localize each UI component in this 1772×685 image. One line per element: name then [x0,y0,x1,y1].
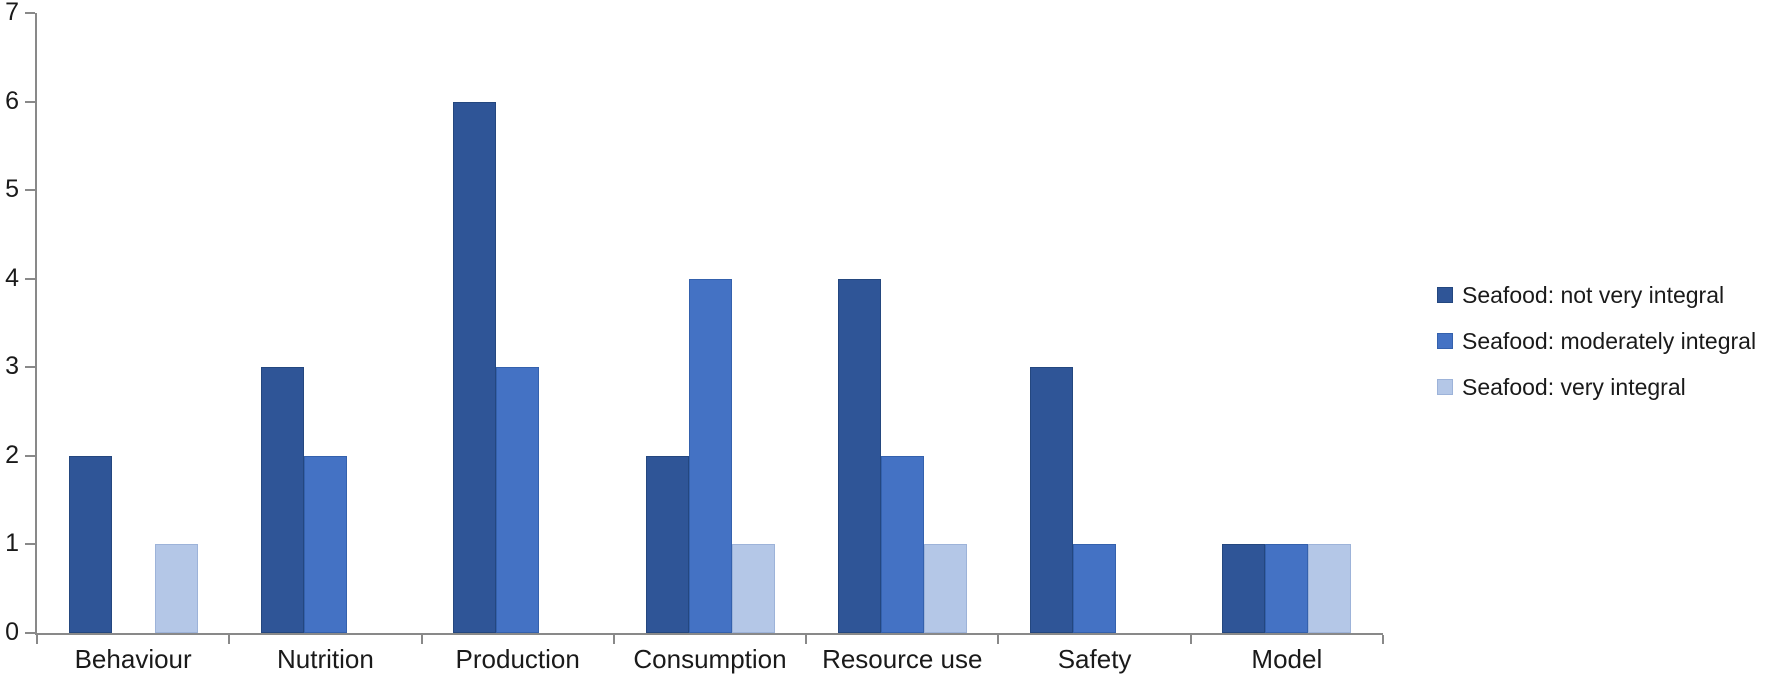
x-category-label: Model [1251,644,1323,674]
bar-production-s1 [453,101,497,633]
x-category-label: Resource use [822,644,983,674]
bar-safety-s2 [1073,544,1117,633]
bar-consumption-s3 [731,544,775,633]
bar-model-s3 [1308,544,1352,633]
y-tick-mark [25,543,35,546]
y-tick-label: 2 [5,440,19,469]
x-tick-mark [420,635,423,644]
bar-nutrition-s1 [260,367,304,633]
x-tick-mark [805,635,808,644]
x-axis-line [35,633,1383,635]
bar-resource-use-s3 [923,544,967,633]
y-tick-label: 7 [5,0,19,26]
y-tick-mark [25,277,35,280]
x-category-label: Consumption [633,644,787,674]
x-category-label: Safety [1057,644,1132,674]
y-tick-label: 4 [5,263,19,292]
legend-item-3: Seafood: very integral [1437,372,1756,402]
y-tick-label: 5 [5,175,19,204]
x-tick-mark [612,635,615,644]
legend-label: Seafood: not very integral [1462,282,1725,308]
bar-consumption-s2 [688,278,732,633]
legend-swatch-icon [1437,287,1453,303]
bar-production-s2 [496,367,540,633]
y-tick-mark [25,12,35,14]
y-tick-mark [25,454,35,457]
x-category-label: Nutrition [277,644,374,674]
y-tick-label: 3 [5,352,19,381]
bar-model-s2 [1265,544,1309,633]
x-category-label: Behaviour [74,644,192,674]
bar-resource-use-s1 [837,278,881,633]
legend-swatch-icon [1437,379,1453,395]
legend-item-1: Seafood: not very integral [1437,280,1756,310]
y-tick-label: 0 [5,618,19,646]
x-category-label: Production [455,644,580,674]
bar-resource-use-s2 [880,455,924,633]
legend-swatch-icon [1437,333,1453,349]
y-tick-mark [25,189,35,192]
x-tick-mark [228,635,231,644]
y-axis-line [35,13,37,635]
y-tick-mark [25,632,35,634]
bar-behaviour-s3 [154,544,198,633]
bar-model-s1 [1222,544,1266,633]
legend-label: Seafood: very integral [1462,374,1686,400]
bar-behaviour-s1 [68,455,112,633]
y-tick-label: 1 [5,529,19,558]
bar-nutrition-s2 [303,455,347,633]
legend: Seafood: not very integral Seafood: moder… [1437,280,1756,402]
x-tick-mark [1382,635,1384,644]
y-tick-mark [25,100,35,103]
y-tick-mark [25,366,35,369]
legend-item-2: Seafood: moderately integral [1437,326,1756,356]
bar-safety-s1 [1030,367,1074,633]
y-tick-label: 6 [5,86,19,115]
legend-label: Seafood: moderately integral [1462,328,1757,354]
x-tick-mark [997,635,1000,644]
x-tick-mark [1189,635,1192,644]
bar-consumption-s1 [645,455,689,633]
x-tick-mark [36,635,38,644]
